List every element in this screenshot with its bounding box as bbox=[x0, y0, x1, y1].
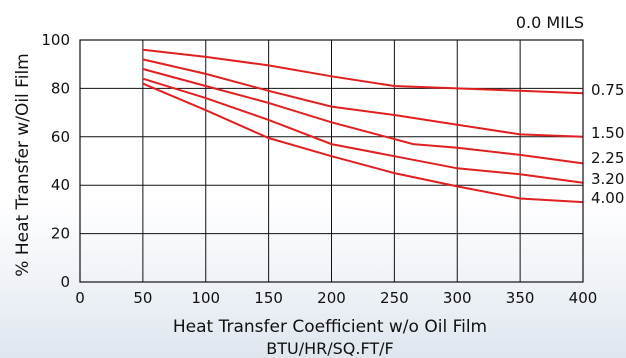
series-label-1-50: 1.50 bbox=[591, 124, 624, 142]
x-tick-labels: 0 50 100 150 200 250 300 350 400 bbox=[75, 289, 597, 307]
x-tick-label: 350 bbox=[506, 289, 535, 307]
y-tick-label: 100 bbox=[41, 31, 70, 49]
y-tick-label: 40 bbox=[51, 176, 70, 194]
x-tick-label: 250 bbox=[380, 289, 409, 307]
series-label-0-75: 0.75 bbox=[591, 81, 624, 99]
x-tick-label: 0 bbox=[75, 289, 85, 307]
x-tick-label: 150 bbox=[254, 289, 283, 307]
series-lines bbox=[142, 48, 584, 204]
x-tick-label: 200 bbox=[317, 289, 346, 307]
y-tick-label: 0 bbox=[60, 273, 70, 291]
series-line-1-50 bbox=[142, 58, 584, 138]
x-axis-units-label: BTU/HR/SQ.FT/F bbox=[266, 339, 394, 358]
series-label-2-25: 2.25 bbox=[591, 149, 624, 167]
series-line-3-20 bbox=[142, 77, 584, 184]
y-axis-label: % Heat Transfer w/Oil Film bbox=[13, 53, 33, 276]
x-tick-label: 400 bbox=[569, 289, 598, 307]
y-tick-label: 20 bbox=[51, 225, 70, 243]
series-line-0-75 bbox=[142, 48, 584, 95]
x-axis-label: Heat Transfer Coefficient w/o Oil Film bbox=[173, 317, 487, 337]
series-label-3-20: 3.20 bbox=[591, 170, 624, 188]
plot-frame bbox=[79, 39, 584, 283]
series-labels: 0.75 1.50 2.25 3.204.00 bbox=[591, 81, 624, 207]
series-label-4-00: 4.00 bbox=[591, 189, 624, 207]
x-tick-label: 300 bbox=[443, 289, 472, 307]
y-tick-label: 80 bbox=[51, 79, 70, 97]
y-tick-label: 60 bbox=[51, 128, 70, 146]
corner-label: 0.0 MILS bbox=[516, 13, 584, 32]
x-tick-label: 100 bbox=[191, 289, 220, 307]
series-line-2-25 bbox=[142, 68, 584, 165]
x-tick-label: 50 bbox=[133, 289, 152, 307]
series-line-4-00 bbox=[142, 82, 584, 204]
y-tick-labels: 0 20 40 60 80 100 bbox=[41, 31, 70, 291]
